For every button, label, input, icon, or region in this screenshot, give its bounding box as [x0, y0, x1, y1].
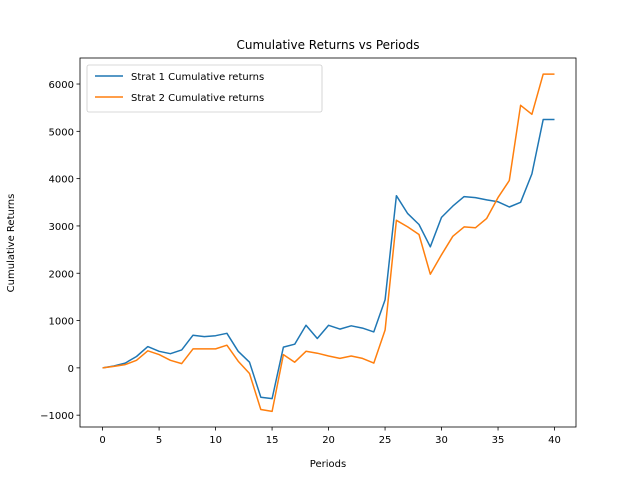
y-tick-label: 5000 [49, 127, 74, 138]
x-tick-label: 5 [156, 435, 162, 446]
y-tick-label: −1000 [40, 411, 74, 422]
x-tick-label: 15 [266, 435, 279, 446]
y-tick-label: 6000 [49, 80, 74, 91]
x-tick-label: 35 [492, 435, 505, 446]
axes-frame [79, 57, 577, 428]
x-axis-title: Periods [310, 459, 346, 470]
legend: Strat 1 Cumulative returns Strat 2 Cumula… [86, 64, 323, 113]
x-tick-label: 40 [548, 435, 561, 446]
x-tick-label: 30 [435, 435, 448, 446]
chart-title: Cumulative Returns vs Periods [236, 38, 419, 52]
y-tick-label: 3000 [49, 222, 74, 233]
y-tick-label: 1000 [49, 317, 74, 328]
x-tick-label: 25 [379, 435, 392, 446]
series-line-1 [102, 118, 555, 400]
series-line-2 [102, 73, 555, 413]
y-tick-label: 4000 [49, 175, 74, 186]
x-tick-label: 0 [99, 435, 105, 446]
y-axis-title: Cumulative Returns [6, 194, 17, 293]
x-tick-label: 10 [209, 435, 222, 446]
legend-label-2: Strat 2 Cumulative returns [131, 93, 264, 104]
legend-label-1: Strat 1 Cumulative returns [131, 72, 264, 83]
plot-area: 0 5 10 15 20 25 30 35 40 −1000 0 1000 2000 3000 4000 50… [40, 57, 577, 446]
y-tick-label: 0 [68, 364, 74, 375]
legend-frame [86, 64, 323, 113]
x-tick-label: 20 [322, 435, 335, 446]
y-tick-label: 2000 [49, 269, 74, 280]
